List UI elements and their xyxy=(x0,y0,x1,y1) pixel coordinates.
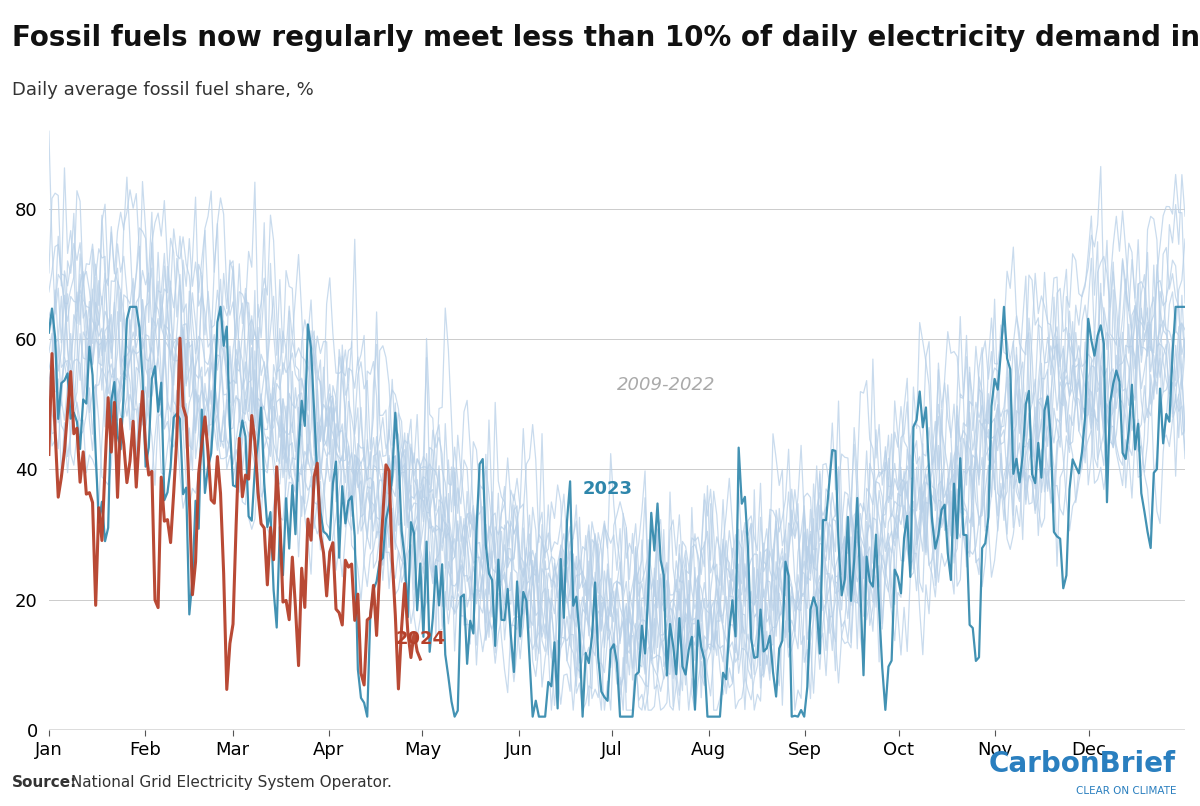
Text: CLEAR ON CLIMATE: CLEAR ON CLIMATE xyxy=(1075,787,1176,796)
Text: National Grid Electricity System Operator.: National Grid Electricity System Operato… xyxy=(66,775,392,790)
Text: 2009-2022: 2009-2022 xyxy=(617,376,715,394)
Text: 2023: 2023 xyxy=(582,480,632,498)
Text: Fossil fuels now regularly meet less than 10% of daily electricity demand in Gre: Fossil fuels now regularly meet less tha… xyxy=(12,24,1200,52)
Text: Source:: Source: xyxy=(12,775,77,790)
Text: Daily average fossil fuel share, %: Daily average fossil fuel share, % xyxy=(12,81,313,98)
Text: CarbonBrief: CarbonBrief xyxy=(989,750,1176,778)
Text: 2024: 2024 xyxy=(395,629,445,647)
